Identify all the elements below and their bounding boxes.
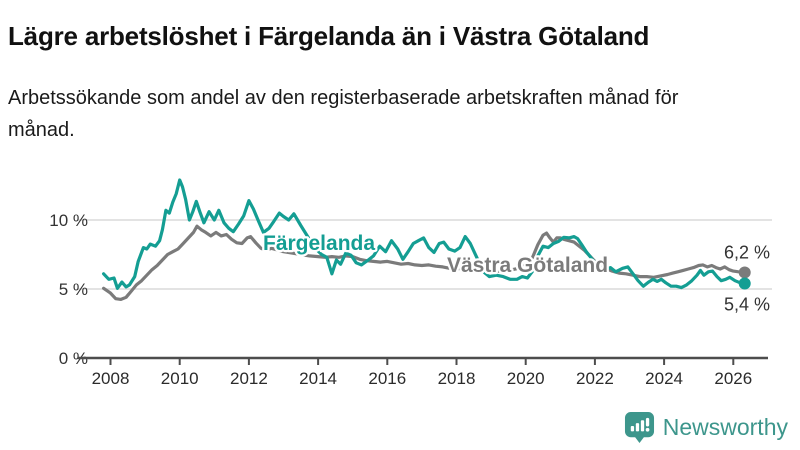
- end-value-label-v-stra-g-taland: 6,2 %: [724, 242, 770, 262]
- x-tick-label: 2020: [507, 369, 545, 388]
- x-tick-label: 2018: [438, 369, 476, 388]
- end-value-label-f-rgelanda: 5,4 %: [724, 294, 770, 314]
- series-line-f-rgelanda: [101, 178, 747, 290]
- x-tick-label: 2026: [714, 369, 752, 388]
- series-label-v-stra-g-taland: Västra Götaland: [447, 254, 608, 277]
- x-tick-label: 2024: [645, 369, 683, 388]
- newsworthy-wordmark: Newsworthy: [662, 414, 788, 440]
- y-tick-label: 0 %: [59, 349, 88, 368]
- series-end-dot-f-rgelanda: [738, 277, 751, 290]
- series-end-dot-v-stra-g-taland: [738, 266, 751, 279]
- series-label-f-rgelanda: Färgelanda: [263, 232, 375, 255]
- newsworthy-brand: Newsworthy: [624, 411, 788, 444]
- x-tick-label: 2010: [161, 369, 199, 388]
- y-tick-label: 10 %: [49, 211, 88, 230]
- newsworthy-logo-icon: [624, 411, 655, 444]
- y-tick-label: 5 %: [59, 280, 88, 299]
- x-tick-label: 2014: [299, 369, 337, 388]
- series-line-v-stra-g-taland: [101, 224, 747, 301]
- x-tick-label: 2008: [92, 369, 130, 388]
- x-tick-label: 2022: [576, 369, 614, 388]
- x-tick-label: 2016: [368, 369, 406, 388]
- x-tick-label: 2012: [230, 369, 268, 388]
- page-subtitle: Arbetssökande som andel av den registerb…: [8, 87, 679, 142]
- page-title: Lägre arbetslöshet i Färgelanda än i Väs…: [8, 21, 650, 52]
